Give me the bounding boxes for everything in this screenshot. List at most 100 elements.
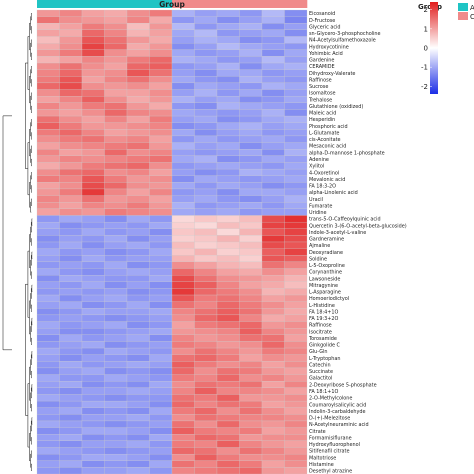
heatmap-cell-3-A1 xyxy=(36,29,60,37)
heatmap-cell-62-C6 xyxy=(284,420,308,428)
heatmap-cell-49-A6 xyxy=(149,334,173,342)
heatmap-cell-19-C2 xyxy=(194,135,218,143)
heatmap-cell-5-A6 xyxy=(149,43,173,50)
heatmap-cell-44-C2 xyxy=(194,301,218,309)
row-label: L-5-Oxoproline xyxy=(309,263,345,269)
row-label: Xylitol xyxy=(309,164,324,170)
heatmap-cell-40-C1 xyxy=(171,275,195,282)
heatmap-cell-15-A4 xyxy=(104,109,128,117)
heatmap-cell-19-C6 xyxy=(284,135,308,143)
heatmap-cell-47-A3 xyxy=(81,321,105,329)
heatmap-cell-54-A3 xyxy=(81,367,105,375)
heatmap-cell-56-A6 xyxy=(149,381,173,388)
row-label: L-Tryptophan xyxy=(309,356,340,362)
heatmap-cell-4-C2 xyxy=(194,36,218,44)
heatmap-cell-32-A6 xyxy=(149,221,173,229)
row-label: Phosphoric acid xyxy=(309,124,348,130)
heatmap-cell-44-A2 xyxy=(59,301,83,309)
heatmap-cell-15-C6 xyxy=(284,109,308,117)
heatmap-cell-50-C4 xyxy=(239,341,263,349)
heatmap-cell-0-C1 xyxy=(171,9,195,17)
row-label: Indole-3-acetyl-L-valine xyxy=(309,230,366,236)
heatmap-cell-16-C6 xyxy=(284,115,308,123)
heatmap-cell-42-C3 xyxy=(216,288,240,296)
heatmap-cell-65-A4 xyxy=(104,440,128,448)
heatmap-cell-60-C1 xyxy=(171,407,195,415)
heatmap-cell-28-C6 xyxy=(284,195,308,203)
heatmap-cell-17-C4 xyxy=(239,122,263,130)
row-label: 2-O-Methylcolone xyxy=(309,396,352,402)
heatmap-cell-42-C6 xyxy=(284,288,308,296)
heatmap-cell-55-C4 xyxy=(239,374,263,382)
heatmap-cell-48-A6 xyxy=(149,328,173,335)
heatmap-cell-58-C5 xyxy=(261,394,285,402)
heatmap-cell-24-A6 xyxy=(149,168,173,176)
heatmap-cell-50-C1 xyxy=(171,341,195,349)
annotation-cell-A5 xyxy=(127,0,150,8)
heatmap-cell-3-A2 xyxy=(59,29,83,37)
heatmap-cell-18-C6 xyxy=(284,129,308,137)
heatmap-cell-14-C3 xyxy=(216,102,240,110)
heatmap-cell-61-A1 xyxy=(36,414,60,422)
heatmap-cell-33-A3 xyxy=(81,228,105,236)
heatmap-cell-16-A5 xyxy=(126,115,150,123)
heatmap-cell-14-C4 xyxy=(239,102,263,110)
heatmap-cell-24-C3 xyxy=(216,168,240,176)
row-dendrogram xyxy=(2,13,33,471)
legend: Group AC 210-1-2 xyxy=(418,2,474,94)
heatmap-cell-60-C4 xyxy=(239,407,263,415)
heatmap-cell-0-C3 xyxy=(216,9,240,17)
heatmap-cell-14-A3 xyxy=(81,102,105,110)
heatmap-cell-7-A1 xyxy=(36,56,60,64)
heatmap-cell-31-A1 xyxy=(36,215,60,223)
row-label: Hydroxyfluorophenol xyxy=(309,442,360,448)
heatmap-cell-40-C2 xyxy=(194,275,218,282)
heatmap-cell-37-A3 xyxy=(81,255,105,263)
heatmap-cell-33-C1 xyxy=(171,228,195,236)
heatmap-cell-9-C1 xyxy=(171,69,195,77)
heatmap-cell-0-C6 xyxy=(284,9,308,17)
heatmap-cell-54-A1 xyxy=(36,367,60,375)
heatmap-cell-37-C4 xyxy=(239,255,263,263)
heatmap-cell-65-A1 xyxy=(36,440,60,448)
heatmap-cell-63-A3 xyxy=(81,427,105,435)
heatmap-cell-41-A1 xyxy=(36,281,60,289)
heatmap-cell-18-C5 xyxy=(261,129,285,137)
heatmap-cell-55-C2 xyxy=(194,374,218,382)
heatmap-cell-52-A6 xyxy=(149,354,173,362)
color-scale-ticks: 2 1 0 -1 -2 xyxy=(421,6,432,91)
row-label: Uracil xyxy=(309,197,323,203)
heatmap-cell-1-C5 xyxy=(261,16,285,24)
heatmap-cell-40-C5 xyxy=(261,275,285,282)
heatmap-cell-48-A3 xyxy=(81,328,105,335)
heatmap-cell-52-C1 xyxy=(171,354,195,362)
heatmap-cell-58-A5 xyxy=(126,394,150,402)
heatmap-cell-29-C6 xyxy=(284,202,308,209)
heatmap-cell-46-A5 xyxy=(126,314,150,322)
heatmap-cell-44-C5 xyxy=(261,301,285,309)
heatmap-cell-11-C5 xyxy=(261,82,285,90)
heatmap-cell-13-A4 xyxy=(104,96,128,103)
heatmap-cell-15-C5 xyxy=(261,109,285,117)
heatmap-cell-25-C2 xyxy=(194,175,218,183)
row-label: L-Histidine xyxy=(309,303,335,309)
heatmap-cell-26-C5 xyxy=(261,182,285,190)
heatmap-cell-12-C3 xyxy=(216,89,240,97)
heatmap-cell-19-A2 xyxy=(59,135,83,143)
heatmap-cell-46-A3 xyxy=(81,314,105,322)
heatmap-cell-15-C1 xyxy=(171,109,195,117)
heatmap-cell-5-A5 xyxy=(126,43,150,50)
heatmap-cell-67-C3 xyxy=(216,453,240,461)
heatmap-cell-46-A2 xyxy=(59,314,83,322)
heatmap-cell-54-A5 xyxy=(126,367,150,375)
heatmap-cell-48-C6 xyxy=(284,328,308,335)
heatmap-cell-13-A6 xyxy=(149,96,173,103)
annotation-title: Group xyxy=(159,0,185,9)
row-label: N-Acetylneuraminic acid xyxy=(309,422,369,428)
row-label: alpha-Linolenic acid xyxy=(309,190,358,196)
heatmap-cell-44-A1 xyxy=(36,301,60,309)
heatmap-cell-48-A4 xyxy=(104,328,128,335)
heatmap-cell-31-A5 xyxy=(126,215,150,223)
heatmap-cell-3-C3 xyxy=(216,29,240,37)
